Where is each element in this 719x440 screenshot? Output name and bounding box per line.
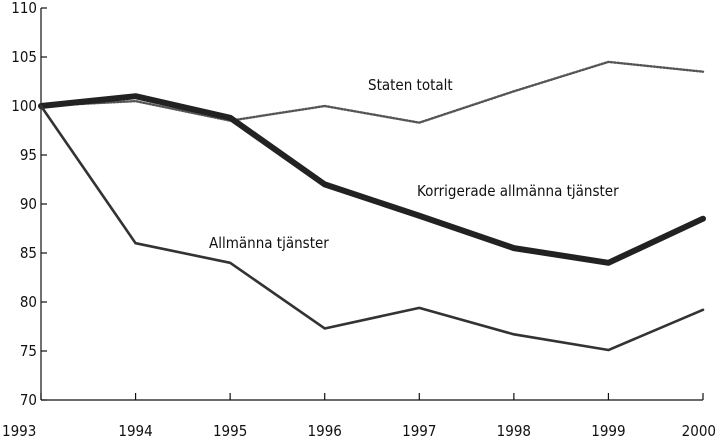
- series-line-0: [39, 60, 705, 124]
- axes: [40, 8, 703, 401]
- y-tick-label: 105: [11, 48, 37, 66]
- series-line-1: [38, 93, 706, 266]
- series-line-2: [39, 104, 705, 352]
- series-labels: Staten totalt Korrigerade allmänna tjäns…: [209, 76, 619, 252]
- y-tick-label: 110: [11, 0, 37, 17]
- x-tick-label: 1994: [118, 422, 152, 440]
- y-tick-label: 95: [20, 146, 37, 164]
- y-ticks: 70 75 80 85 90 95 100 105 110: [11, 0, 47, 409]
- y-tick-label: 85: [20, 244, 37, 262]
- x-tick-label: 1993: [2, 422, 36, 440]
- x-tick-label: 1998: [497, 422, 531, 440]
- y-tick-label: 100: [11, 97, 37, 115]
- series-lines: [38, 60, 706, 352]
- x-tick-label: 1999: [591, 422, 625, 440]
- x-tick-label: 2000: [682, 422, 716, 440]
- y-tick-label: 70: [20, 391, 37, 409]
- x-tick-label: 1996: [308, 422, 342, 440]
- y-tick-label: 75: [20, 342, 37, 360]
- x-tick-label: 1997: [402, 422, 436, 440]
- series-label-allmanna-tjanster: Allmänna tjänster: [209, 234, 329, 252]
- y-tick-label: 90: [20, 195, 37, 213]
- x-ticks: 1993 1994 1995 1996 1997 1998 1999 2000: [2, 393, 716, 440]
- y-tick-label: 80: [20, 293, 37, 311]
- series-label-staten-totalt: Staten totalt: [368, 76, 453, 94]
- x-tick-label: 1995: [213, 422, 247, 440]
- series-label-korrigerade: Korrigerade allmänna tjänster: [417, 182, 619, 200]
